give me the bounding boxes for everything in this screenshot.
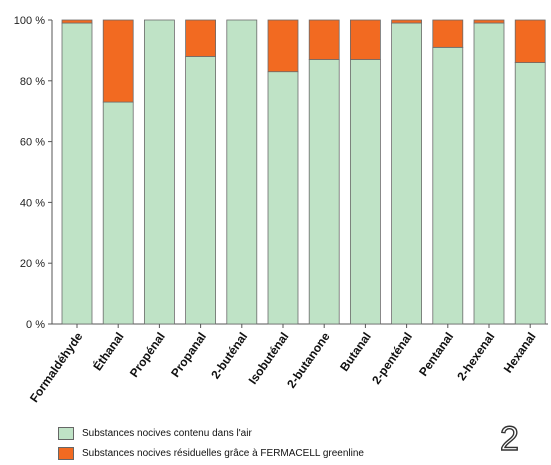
x-tick-label: Éthanal <box>90 329 127 373</box>
bar-segment-air <box>514 62 546 325</box>
legend-label-residual: Substances nocives résiduelles grâce à F… <box>82 447 364 459</box>
x-tick-label: Hexanal <box>501 330 539 376</box>
legend-item-air: Substances nocives contenu dans l'air <box>58 425 364 441</box>
bar-segment-air <box>391 22 423 325</box>
x-tick-label: Propanal <box>168 330 209 380</box>
bar-segment-air <box>61 22 93 325</box>
bar-segment-air <box>267 71 299 325</box>
bar-segment-residual <box>514 19 546 63</box>
legend-swatch-orange <box>58 446 74 460</box>
bar-segment-residual <box>185 19 217 57</box>
bar-segment-air <box>432 46 464 325</box>
bar-chart: 0 % 20 % 40 % 60 % 80 % 100 % Formaldéhyde Éth… <box>14 15 548 405</box>
x-tick-label: Isobuténal <box>246 330 292 387</box>
x-axis-labels: Formaldéhyde Éthanal Propénal Propanal 2-but… <box>27 324 539 405</box>
bar-segment-residual <box>308 19 340 60</box>
bar-segment-residual <box>102 19 134 103</box>
x-tick-label: 2-hexenal <box>454 330 497 383</box>
x-tick-label: Formaldéhyde <box>27 329 86 404</box>
x-tick-label: 2-penténal <box>369 330 415 387</box>
x-tick-label: Propénal <box>127 330 168 380</box>
bar-segment-residual <box>349 19 381 60</box>
bar-segment-residual <box>391 19 423 24</box>
x-tick-label: Pentanal <box>416 330 456 379</box>
bar-segment-air <box>349 59 381 325</box>
y-tick-label: 40 % <box>20 197 45 209</box>
y-tick-label: 80 % <box>20 76 45 88</box>
legend-label-air: Substances nocives contenu dans l'air <box>82 427 252 439</box>
bars-group <box>61 19 546 325</box>
y-tick-label: 0 % <box>26 319 45 331</box>
legend: Substances nocives contenu dans l'air Su… <box>58 425 364 465</box>
bar-segment-residual <box>473 19 505 24</box>
bar-segment-air <box>102 101 134 325</box>
y-tick-label: 100 % <box>14 15 45 27</box>
x-tick-label: 2-buténal <box>208 330 250 382</box>
bar-segment-air <box>473 22 505 325</box>
figure-number: 2 <box>499 419 519 458</box>
bar-segment-residual <box>432 19 464 48</box>
y-tick-label: 20 % <box>20 258 45 270</box>
bar-segment-residual <box>61 19 93 24</box>
bar-segment-air <box>226 19 258 325</box>
bar-segment-air <box>143 19 175 325</box>
legend-item-residual: Substances nocives résiduelles grâce à F… <box>58 445 364 461</box>
x-tick-label: 2-butanone <box>284 329 333 390</box>
x-tick-label: Butanal <box>337 330 374 374</box>
bar-segment-residual <box>267 19 299 73</box>
bar-segment-air <box>308 59 340 325</box>
bar-segment-air <box>185 56 217 325</box>
y-axis: 0 % 20 % 40 % 60 % 80 % 100 % <box>14 15 548 331</box>
y-tick-label: 60 % <box>20 137 45 149</box>
legend-swatch-green <box>58 426 74 440</box>
